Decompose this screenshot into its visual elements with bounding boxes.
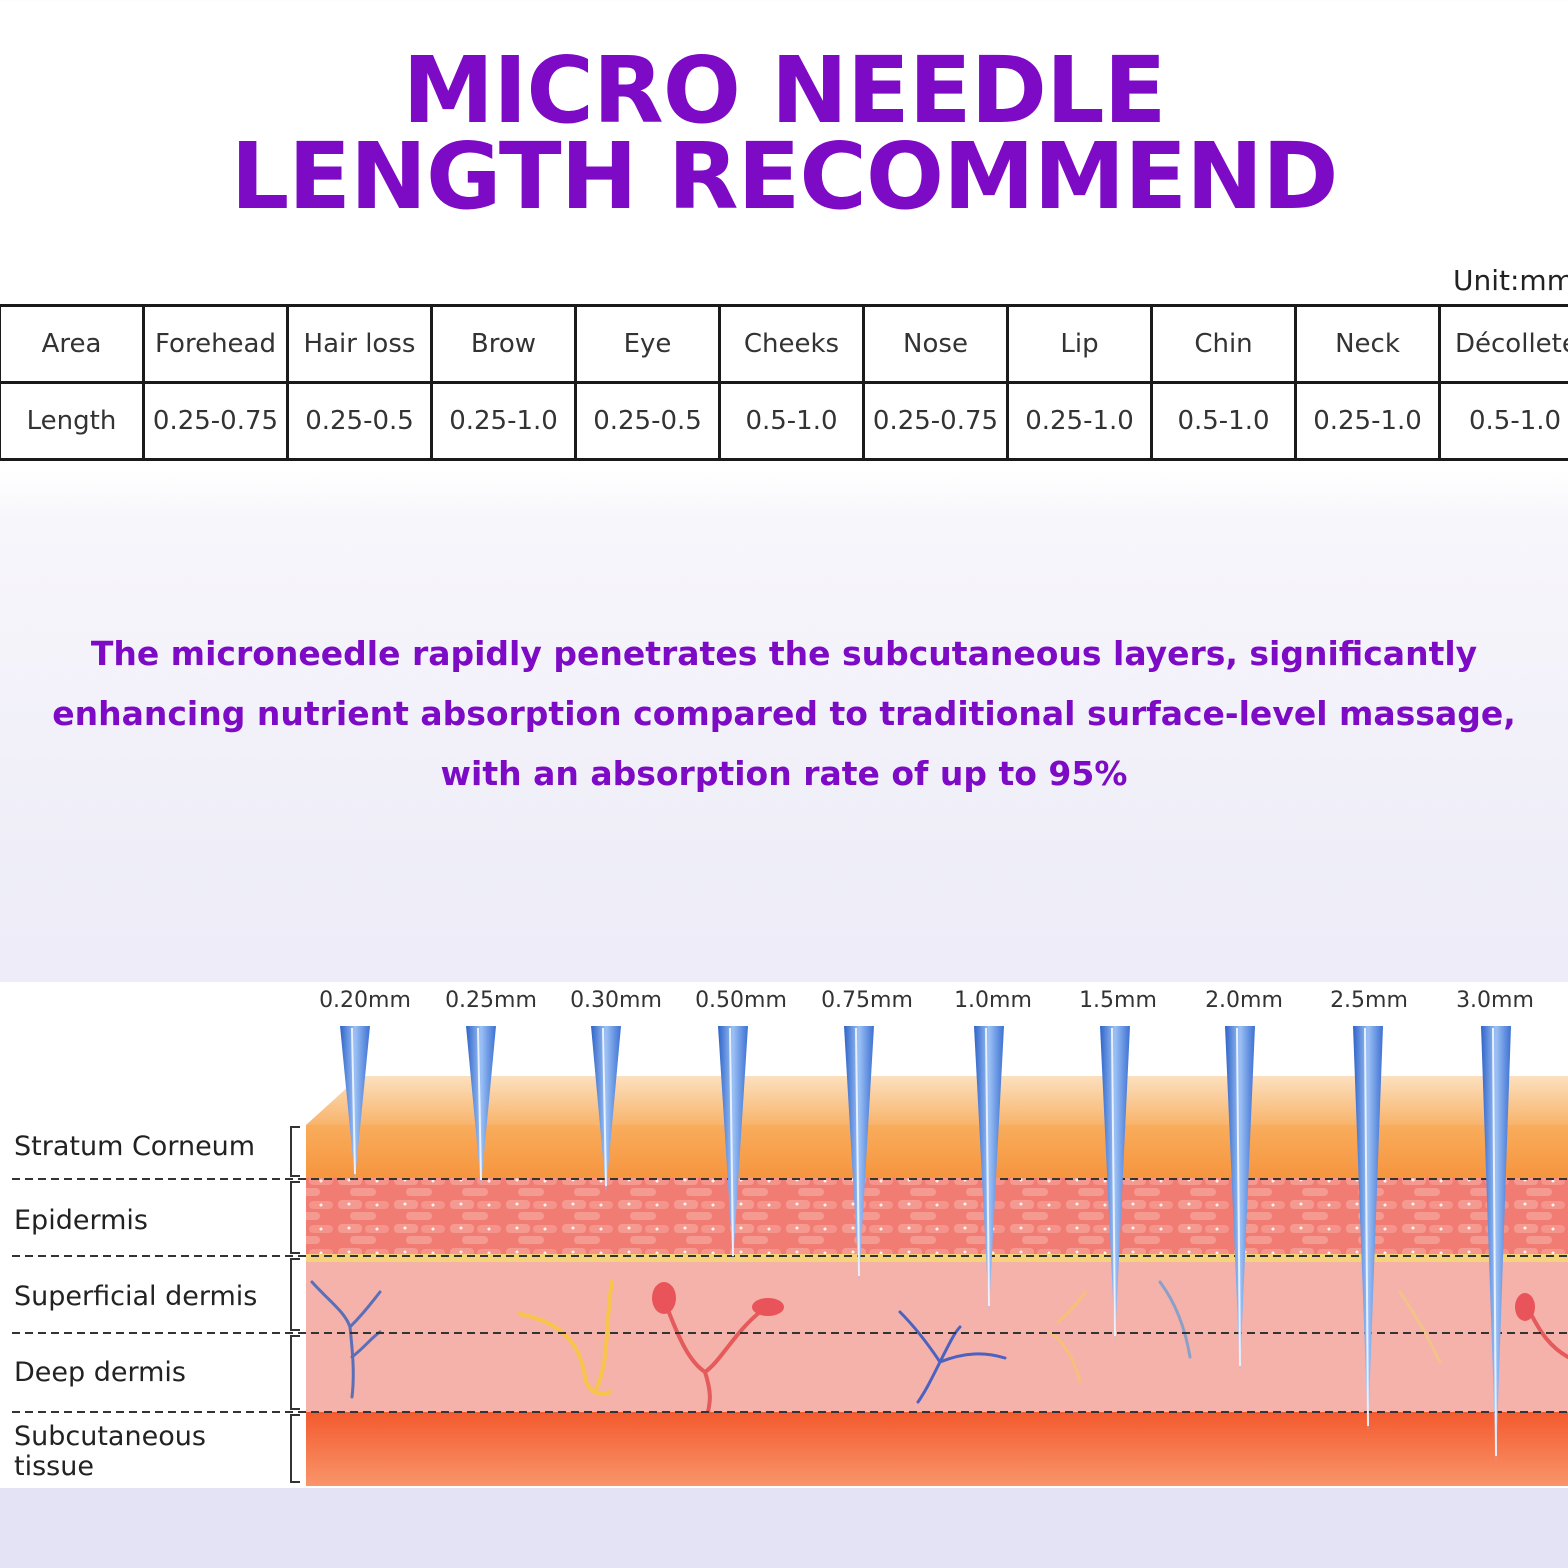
needle-length-label: 2.0mm [1205, 988, 1283, 1013]
row-header-area: Area [0, 304, 145, 384]
unit-label: Unit:mm [1453, 264, 1568, 297]
area-cell: Eye [574, 304, 721, 384]
length-cell: 0.25-0.5 [286, 381, 433, 461]
needle-0.30mm [591, 1026, 621, 1192]
area-cell: Lip [1006, 304, 1153, 384]
needle-0.20mm [340, 1026, 370, 1180]
needle-length-label: 3.0mm [1456, 988, 1534, 1013]
needle-highlight [602, 1027, 607, 1187]
skin-top-face [306, 1076, 1568, 1125]
needle-highlight [1236, 1027, 1241, 1367]
blood-vessels [310, 1280, 1568, 1414]
bottom-band [0, 1488, 1568, 1568]
needle-0.75mm [844, 1026, 874, 1282]
needle-length-label: 2.5mm [1330, 988, 1408, 1013]
length-cell: 0.25-0.75 [142, 381, 289, 461]
needle-length-label: 0.50mm [695, 988, 787, 1013]
needle-0.50mm [718, 1026, 748, 1262]
layer-label-epidermis: Epidermis [14, 1205, 148, 1236]
needle-highlight [351, 1027, 356, 1175]
area-cell: Décolleté [1438, 304, 1568, 384]
needle-2.0mm [1225, 1026, 1255, 1372]
area-cell: Neck [1294, 304, 1441, 384]
length-cell: 0.5-1.0 [718, 381, 865, 461]
skin-diagram: Stratum Corneum Epidermis Superficial de… [0, 982, 1568, 1488]
area-cell: Chin [1150, 304, 1297, 384]
layer-label-deep-dermis: Deep dermis [14, 1357, 186, 1388]
basement-membrane [306, 1254, 1568, 1262]
description-text: The microneedle rapidly penetrates the s… [52, 634, 1516, 793]
needle-length-label: 0.25mm [445, 988, 537, 1013]
length-cell: 0.25-0.75 [862, 381, 1009, 461]
area-cell: Forehead [142, 304, 289, 384]
title-line-1: MICRO NEEDLE [402, 37, 1167, 144]
needle-highlight [1111, 1027, 1116, 1337]
length-cell: 0.5-1.0 [1438, 381, 1568, 461]
layer-label-stratum-corneum: Stratum Corneum [14, 1131, 256, 1162]
length-table: Area Forehead Hair loss Brow Eye Cheeks … [0, 304, 1568, 466]
layer-label-superficial-dermis: Superficial dermis [14, 1281, 258, 1312]
needle-length-label: 1.0mm [954, 988, 1032, 1013]
needle-group [340, 1026, 1511, 1462]
needle-highlight [985, 1027, 990, 1307]
area-cell: Brow [430, 304, 577, 384]
length-cell: 0.5-1.0 [1150, 381, 1297, 461]
epidermis-layer [306, 1178, 1568, 1256]
length-cell: 0.25-1.0 [430, 381, 577, 461]
needle-highlight [1364, 1027, 1369, 1427]
needle-highlight [729, 1027, 734, 1257]
layer-brackets [290, 1126, 300, 1483]
needle-length-label: 0.75mm [821, 988, 913, 1013]
row-header-length: Length [0, 381, 145, 461]
needle-highlight [477, 1027, 482, 1181]
table-row-length: Length 0.25-0.75 0.25-0.5 0.25-1.0 0.25-… [0, 381, 1568, 461]
subcutaneous-layer [306, 1412, 1568, 1486]
length-cell: 0.25-0.5 [574, 381, 721, 461]
needle-2.5mm [1353, 1026, 1383, 1432]
length-cell: 0.25-1.0 [1006, 381, 1153, 461]
needle-1.5mm [1100, 1026, 1130, 1342]
page-title: MICRO NEEDLE LENGTH RECOMMEND [0, 37, 1568, 230]
title-line-2: LENGTH RECOMMEND [230, 123, 1339, 230]
needle-length-label: 0.30mm [570, 988, 662, 1013]
table-row-area: Area Forehead Hair loss Brow Eye Cheeks … [0, 304, 1568, 384]
layer-label-subcutaneous-tissue: Subcutaneous tissue [14, 1421, 206, 1482]
needle-length-label: 1.5mm [1079, 988, 1157, 1013]
length-cell: 0.25-1.0 [1294, 381, 1441, 461]
area-cell: Nose [862, 304, 1009, 384]
needle-highlight [855, 1027, 860, 1277]
area-cell: Hair loss [286, 304, 433, 384]
needle-0.25mm [466, 1026, 496, 1186]
needle-highlight [1492, 1027, 1497, 1457]
area-cell: Cheeks [718, 304, 865, 384]
dermis-layer [306, 1262, 1568, 1412]
needle-3.0mm [1481, 1026, 1511, 1462]
needle-length-label: 0.20mm [319, 988, 411, 1013]
needle-1.0mm [974, 1026, 1004, 1312]
skin-layers-svg [12, 1026, 1568, 1486]
